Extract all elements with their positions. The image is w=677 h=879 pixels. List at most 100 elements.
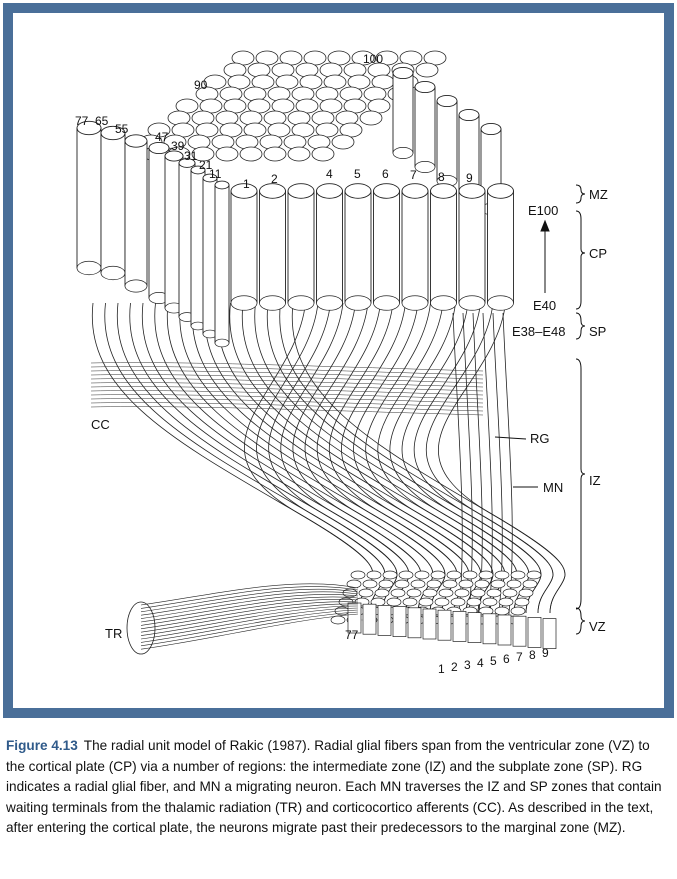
column-bottom — [214, 338, 230, 348]
cp-brace — [575, 210, 586, 310]
vz-cell-body — [437, 609, 452, 641]
vz-cell-top — [486, 588, 502, 598]
tr-fiber — [140, 594, 359, 619]
tr-fiber — [140, 588, 359, 613]
vz-cell-top — [442, 579, 458, 589]
cc-fiber — [90, 406, 484, 416]
label-tr: TR — [105, 626, 122, 641]
column-body — [436, 100, 458, 182]
vz-cell-top — [358, 588, 374, 598]
vz-cell-top — [426, 579, 442, 589]
column-top — [124, 134, 148, 148]
cc-fiber — [90, 374, 484, 384]
column-top — [100, 125, 126, 141]
column-top — [458, 183, 486, 199]
cc-fiber — [90, 378, 484, 388]
corticocortico-bundle — [90, 362, 484, 416]
vz-cell-top — [390, 588, 406, 598]
column-top — [319, 62, 343, 78]
cc-fiber — [90, 362, 484, 372]
vz-cell-top — [446, 570, 462, 580]
vz-cell-top — [506, 579, 522, 589]
tr-fiber — [140, 591, 359, 616]
column-body — [430, 190, 457, 304]
column-number: 8 — [438, 170, 445, 184]
glial-fiber — [104, 302, 386, 614]
vz-cell-top — [454, 588, 470, 598]
column-number: 9 — [466, 171, 473, 185]
radial-glial-fibers — [91, 302, 566, 624]
caption-label: Figure 4.13 — [6, 738, 78, 753]
column-number: 6 — [382, 167, 389, 181]
sp-brace — [575, 312, 586, 340]
column-top — [335, 110, 359, 126]
column-top — [311, 146, 335, 162]
column-top — [401, 183, 429, 199]
column-bottom — [430, 295, 457, 311]
glial-fiber — [438, 302, 566, 614]
column-number: 2 — [271, 172, 278, 186]
figure-frame: MZ CP SP IZ VZ E100 E40 E38–E48 RG MN CC… — [3, 3, 674, 718]
vz-cell-body — [512, 615, 527, 647]
column-body — [124, 140, 148, 287]
column-number: 100 — [363, 52, 383, 66]
cc-fiber — [90, 386, 484, 396]
column-top — [148, 141, 170, 155]
column-body — [458, 190, 486, 304]
vz-cell-top — [498, 597, 514, 607]
glial-fiber — [229, 302, 506, 614]
vz-cell-top — [382, 570, 398, 580]
vz-cell-top — [450, 597, 466, 607]
column-number: 4 — [326, 167, 333, 181]
cortical-columns-front — [76, 120, 514, 348]
column-body — [373, 190, 400, 304]
vz-cell-top — [526, 570, 542, 580]
column-bottom — [100, 265, 126, 281]
radial-unit-diagram: MZ CP SP IZ VZ E100 E40 E38–E48 RG MN CC… — [75, 50, 608, 676]
vz-column-number: 3 — [464, 658, 471, 672]
vz-cell-body — [392, 606, 407, 637]
column-top — [373, 183, 400, 199]
glial-fiber — [482, 312, 493, 624]
vz-column-number: 9 — [542, 646, 549, 660]
column-body — [287, 190, 315, 304]
label-cc: CC — [91, 417, 110, 432]
column-top — [259, 134, 283, 150]
vz-column-number: 1 — [438, 662, 445, 676]
glial-fiber — [365, 302, 494, 614]
vz-cell-top — [434, 597, 450, 607]
column-number: 55 — [115, 122, 129, 136]
rg-pointer — [494, 436, 527, 440]
caption-text: The radial unit model of Rakic (1987). R… — [6, 738, 662, 835]
figure-panel: MZ CP SP IZ VZ E100 E40 E38–E48 RG MN CC… — [13, 13, 664, 708]
column-number: 47 — [155, 130, 169, 144]
column-top — [223, 62, 247, 78]
zone-label-vz: VZ — [589, 619, 606, 634]
vz-cell-top — [490, 579, 506, 589]
vz-cell-top — [422, 588, 438, 598]
vz-brace — [575, 607, 586, 635]
column-top — [392, 66, 414, 80]
column-top — [215, 146, 239, 162]
column-top — [307, 134, 331, 150]
tr-fiber — [140, 596, 359, 623]
column-body — [214, 184, 230, 344]
vz-cell-body — [422, 608, 437, 640]
column-top — [267, 86, 291, 102]
vz-cell-body — [407, 607, 422, 639]
column-body — [316, 190, 343, 304]
vz-cell-top — [414, 570, 430, 580]
vz-cell-top — [494, 570, 510, 580]
column — [202, 173, 218, 339]
column-bottom — [414, 161, 436, 173]
column-top — [235, 134, 259, 150]
column-number: 7 — [410, 168, 417, 182]
vz-label-77: 77 — [345, 628, 359, 642]
glial-fiber — [216, 302, 494, 614]
vz-cell-top — [510, 606, 526, 616]
tr-fiber — [140, 599, 359, 626]
cc-fiber — [90, 398, 484, 408]
glial-fiber — [116, 302, 398, 614]
column-bottom — [487, 295, 514, 311]
column-top — [287, 146, 311, 162]
